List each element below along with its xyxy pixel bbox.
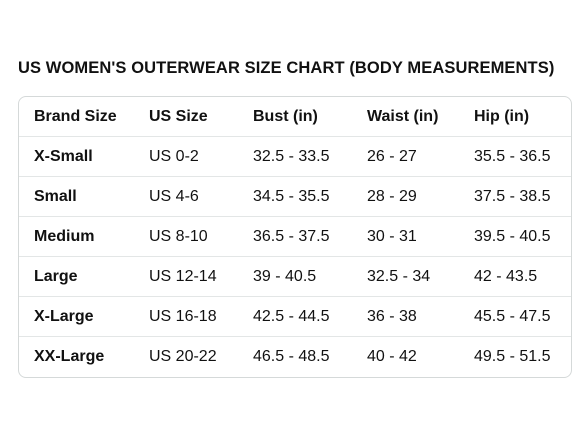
waist-cell: 30 - 31 [367, 228, 417, 245]
us-size-cell: US 0-2 [149, 148, 199, 165]
waist-cell: 36 - 38 [367, 308, 417, 325]
waist-cell: 26 - 27 [367, 148, 417, 165]
us-size-cell: US 8-10 [149, 228, 208, 245]
hip-cell: 42 - 43.5 [474, 268, 538, 285]
table-row: Small US 4-6 34.5 - 35.5 28 - 29 37.5 - … [19, 177, 571, 217]
bust-cell: 34.5 - 35.5 [253, 188, 330, 205]
table-header-row: Brand Size US Size Bust (in) Waist (in) … [19, 97, 571, 137]
waist-cell: 40 - 42 [367, 348, 417, 365]
hip-cell: 37.5 - 38.5 [474, 188, 551, 205]
column-header-brand-size: Brand Size [34, 108, 117, 125]
column-header-hip: Hip (in) [474, 108, 530, 125]
us-size-cell: US 4-6 [149, 188, 199, 205]
table-row: XX-Large US 20-22 46.5 - 48.5 40 - 42 49… [19, 337, 571, 377]
table-row: X-Large US 16-18 42.5 - 44.5 36 - 38 45.… [19, 297, 571, 337]
bust-cell: 46.5 - 48.5 [253, 348, 330, 365]
brand-size-cell: Medium [34, 228, 95, 245]
hip-cell: 39.5 - 40.5 [474, 228, 551, 245]
brand-size-cell: X-Large [34, 308, 94, 325]
size-chart-table: Brand Size US Size Bust (in) Waist (in) … [18, 96, 572, 378]
us-size-cell: US 16-18 [149, 308, 217, 325]
column-header-bust: Bust (in) [253, 108, 318, 125]
brand-size-cell: X-Small [34, 148, 93, 165]
bust-cell: 42.5 - 44.5 [253, 308, 330, 325]
us-size-cell: US 12-14 [149, 268, 217, 285]
waist-cell: 32.5 - 34 [367, 268, 431, 285]
brand-size-cell: Small [34, 188, 77, 205]
hip-cell: 35.5 - 36.5 [474, 148, 551, 165]
bust-cell: 36.5 - 37.5 [253, 228, 330, 245]
size-chart-title: US WOMEN'S OUTERWEAR SIZE CHART (BODY ME… [18, 59, 555, 77]
brand-size-cell: Large [34, 268, 78, 285]
hip-cell: 45.5 - 47.5 [474, 308, 551, 325]
bust-cell: 32.5 - 33.5 [253, 148, 330, 165]
table-row: X-Small US 0-2 32.5 - 33.5 26 - 27 35.5 … [19, 137, 571, 177]
brand-size-cell: XX-Large [34, 348, 105, 365]
column-header-us-size: US Size [149, 108, 208, 125]
table-row: Large US 12-14 39 - 40.5 32.5 - 34 42 - … [19, 257, 571, 297]
hip-cell: 49.5 - 51.5 [474, 348, 551, 365]
column-header-waist: Waist (in) [367, 108, 439, 125]
us-size-cell: US 20-22 [149, 348, 217, 365]
waist-cell: 28 - 29 [367, 188, 417, 205]
table-row: Medium US 8-10 36.5 - 37.5 30 - 31 39.5 … [19, 217, 571, 257]
bust-cell: 39 - 40.5 [253, 268, 317, 285]
